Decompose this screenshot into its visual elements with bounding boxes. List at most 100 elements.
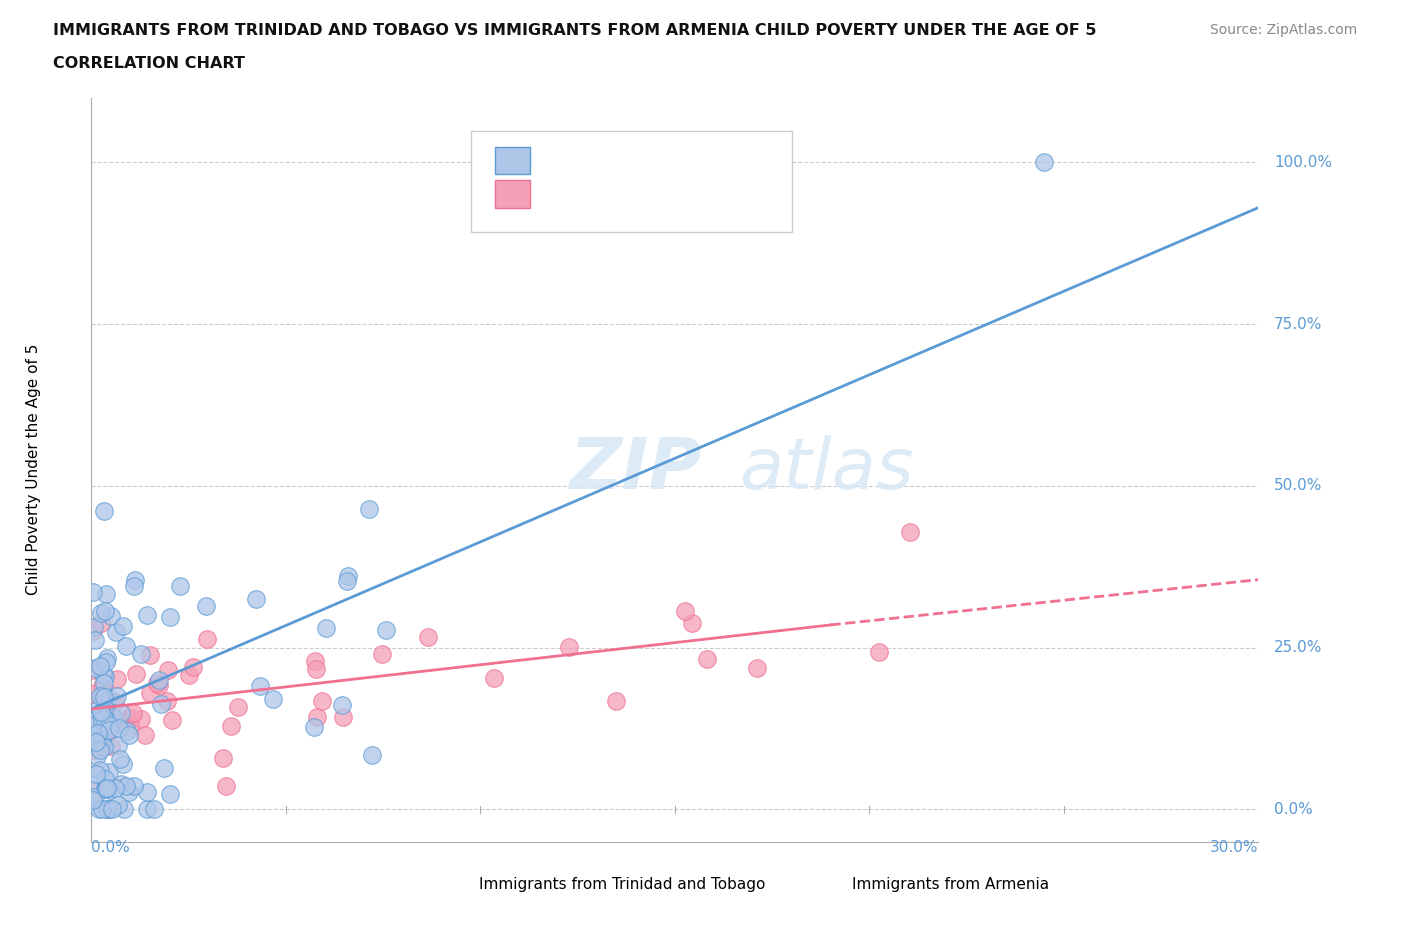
Point xyxy=(160,713,183,728)
Point xyxy=(91,687,114,702)
Point xyxy=(118,785,141,800)
Point xyxy=(361,748,384,763)
Point xyxy=(194,599,217,614)
Point xyxy=(83,742,105,757)
Point xyxy=(682,616,704,631)
Point xyxy=(107,798,129,813)
Point xyxy=(97,713,120,728)
Point xyxy=(112,802,135,817)
Point xyxy=(302,720,325,735)
Point xyxy=(183,660,205,675)
Point xyxy=(101,710,124,724)
Point xyxy=(82,733,104,748)
Point xyxy=(169,578,191,593)
FancyBboxPatch shape xyxy=(495,180,530,207)
Point xyxy=(89,700,111,715)
Point xyxy=(83,632,105,647)
Text: N =  56: N = 56 xyxy=(654,187,720,202)
Point xyxy=(148,677,170,692)
Point xyxy=(96,650,118,665)
Point xyxy=(94,604,117,618)
Point xyxy=(107,737,129,752)
Point xyxy=(96,781,118,796)
Text: N = 100: N = 100 xyxy=(654,153,725,168)
Point xyxy=(245,591,267,606)
Point xyxy=(138,647,160,662)
Text: 30.0%: 30.0% xyxy=(1211,841,1258,856)
Text: 0.0%: 0.0% xyxy=(91,841,131,856)
Point xyxy=(122,778,145,793)
Point xyxy=(150,697,173,711)
Text: CORRELATION CHART: CORRELATION CHART xyxy=(53,56,245,71)
Point xyxy=(357,501,380,516)
Point xyxy=(89,688,111,703)
Point xyxy=(304,653,326,668)
Point xyxy=(110,751,132,766)
Text: 75.0%: 75.0% xyxy=(1274,316,1322,332)
Point xyxy=(111,618,134,633)
Point xyxy=(96,781,118,796)
Point xyxy=(82,793,104,808)
Point xyxy=(122,706,145,721)
Point xyxy=(91,802,114,817)
Point xyxy=(226,699,249,714)
Point xyxy=(94,771,117,786)
Point xyxy=(87,802,110,817)
Point xyxy=(416,630,439,644)
Point xyxy=(83,660,105,675)
Point xyxy=(249,678,271,693)
Point xyxy=(134,727,156,742)
Point xyxy=(105,625,128,640)
Point xyxy=(211,751,233,765)
Point xyxy=(307,709,329,724)
Point xyxy=(93,675,115,690)
Point xyxy=(125,667,148,682)
FancyBboxPatch shape xyxy=(471,131,792,232)
Point xyxy=(558,640,581,655)
FancyBboxPatch shape xyxy=(814,874,845,897)
Point xyxy=(97,764,120,779)
Point xyxy=(97,717,120,732)
Text: Child Poverty Under the Age of 5: Child Poverty Under the Age of 5 xyxy=(25,344,41,595)
Point xyxy=(745,660,768,675)
Text: 0.0%: 0.0% xyxy=(1274,802,1313,817)
Point xyxy=(115,639,138,654)
Point xyxy=(89,658,111,673)
Point xyxy=(482,671,505,685)
Point xyxy=(94,780,117,795)
FancyBboxPatch shape xyxy=(440,874,472,897)
Point xyxy=(124,578,146,593)
Point xyxy=(84,735,107,750)
Point xyxy=(305,662,328,677)
Point xyxy=(86,776,108,790)
Point xyxy=(96,802,118,817)
Point xyxy=(90,704,112,719)
Point xyxy=(330,698,353,712)
Point xyxy=(91,682,114,697)
Point xyxy=(111,756,134,771)
Point xyxy=(117,711,139,725)
Point xyxy=(83,723,105,737)
Point xyxy=(82,712,104,727)
Point xyxy=(159,609,181,624)
Point xyxy=(337,569,360,584)
Point xyxy=(101,802,124,817)
Point xyxy=(104,695,127,710)
Point xyxy=(153,760,176,775)
Point xyxy=(89,763,111,777)
Point xyxy=(100,609,122,624)
Text: R = 0.225: R = 0.225 xyxy=(543,187,631,202)
Text: Immigrants from Armenia: Immigrants from Armenia xyxy=(852,877,1049,892)
Point xyxy=(94,669,117,684)
Point xyxy=(156,693,179,708)
Point xyxy=(332,710,354,724)
Point xyxy=(82,686,104,701)
Point xyxy=(336,573,359,588)
Point xyxy=(695,652,717,667)
Point xyxy=(215,778,238,793)
Point xyxy=(83,620,105,635)
Point xyxy=(83,662,105,677)
Point xyxy=(139,686,162,701)
Point xyxy=(91,733,114,748)
Point xyxy=(131,647,153,662)
